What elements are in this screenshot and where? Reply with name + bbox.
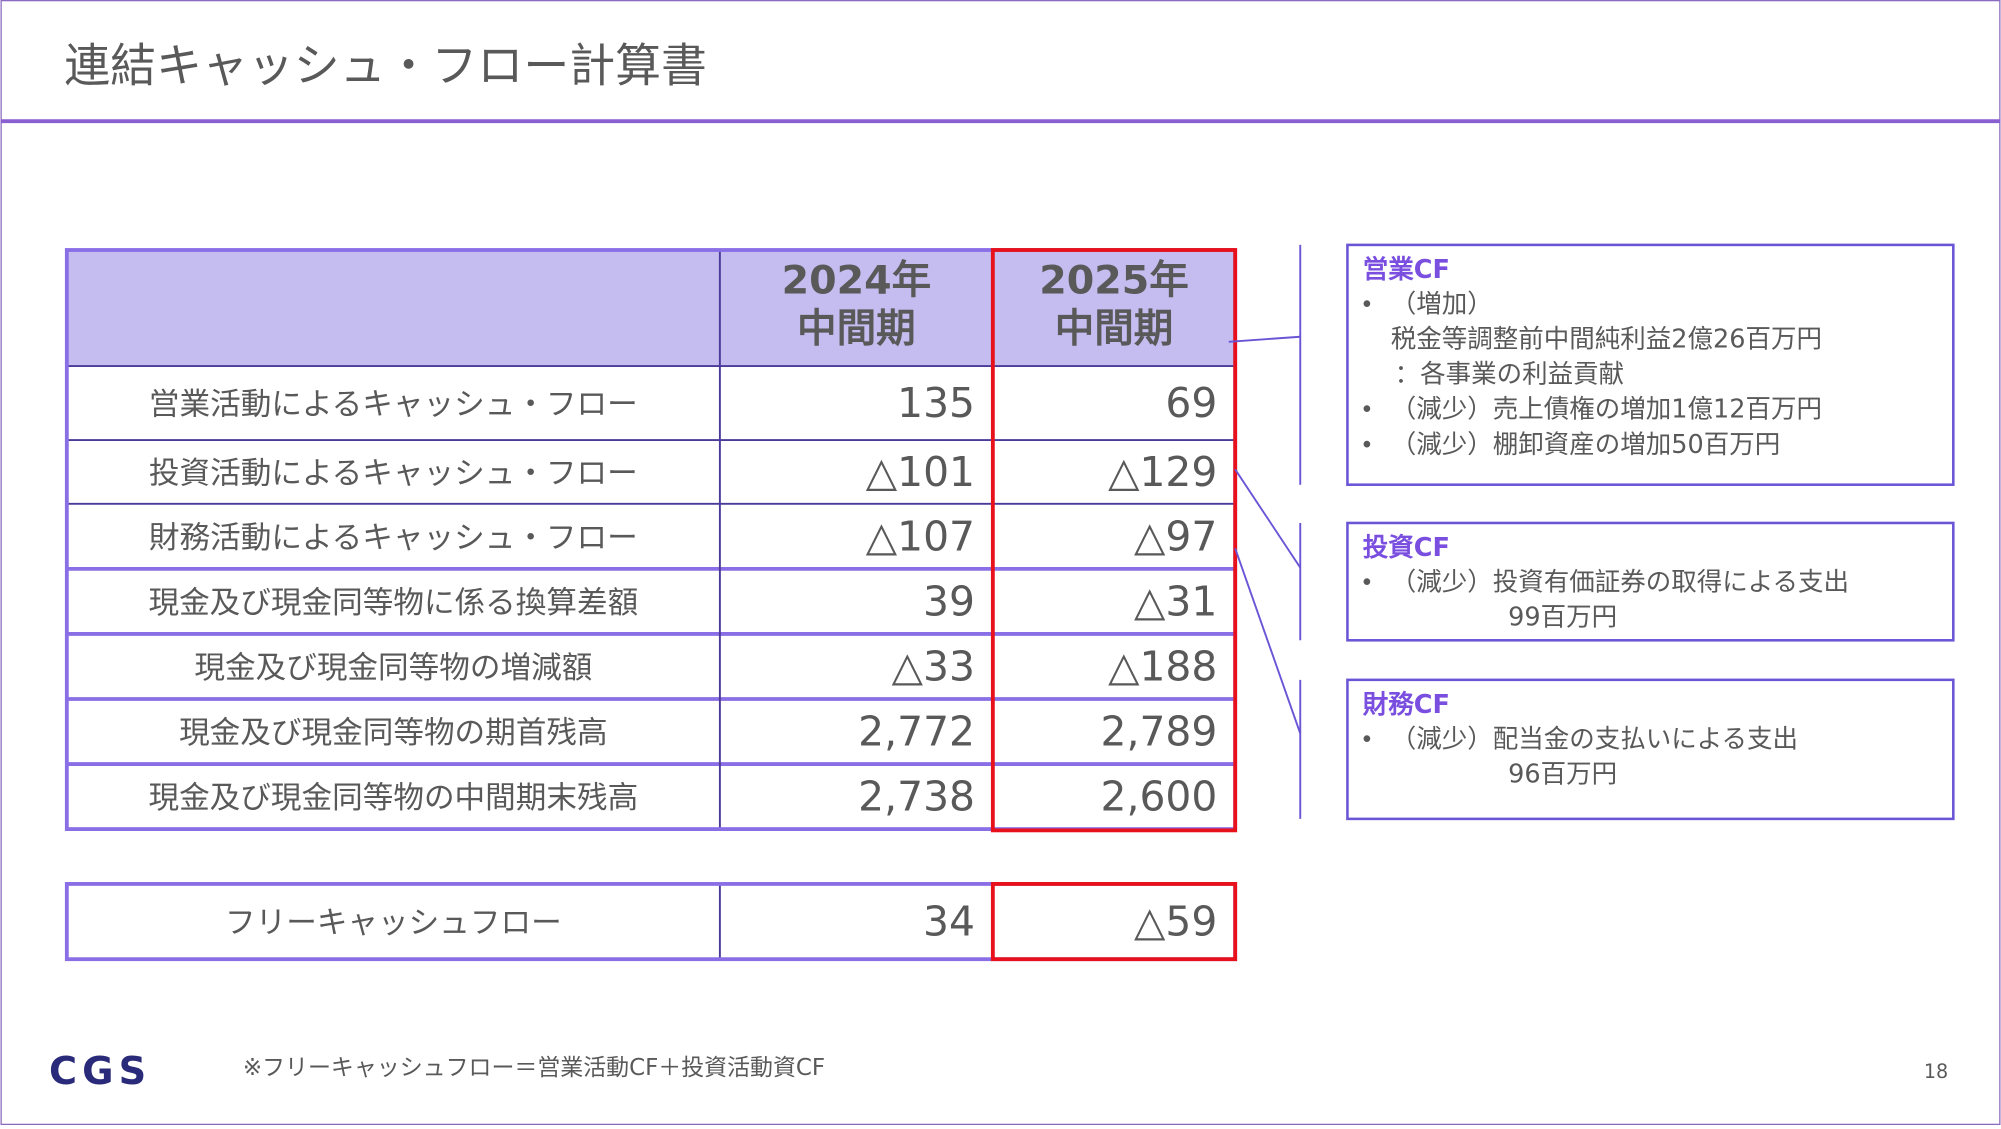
value-cell: △59	[1134, 898, 1217, 946]
value-cell: 2,789	[1101, 708, 1218, 756]
value-cell: 34	[923, 898, 975, 946]
value-cell: △129	[1108, 448, 1217, 496]
callout-line: （減少）投資有価証券の取得による支出	[1391, 568, 1849, 598]
callout-title: 投資CF	[1363, 533, 1450, 563]
value-cell: △31	[1134, 577, 1217, 625]
value-cell: 135	[897, 379, 975, 427]
value-cell: 2,772	[858, 708, 975, 756]
callout-line: （減少）売上債権の増加1億12百万円	[1391, 395, 1822, 425]
bullet: •	[1360, 727, 1374, 753]
callout-box	[1346, 243, 1955, 486]
connector	[1234, 548, 1302, 734]
value-cell: △107	[866, 512, 975, 560]
header-cell: 2024年中間期	[782, 257, 932, 351]
logo: CGS	[49, 1049, 151, 1094]
callout-box	[1346, 521, 1955, 642]
page-number: 18	[1924, 1060, 1948, 1083]
title: 連結キャッシュ・フロー計算書	[64, 39, 707, 93]
value-cell: △97	[1134, 512, 1217, 560]
callout-line: 96百万円	[1508, 760, 1617, 790]
highlight	[990, 248, 1238, 833]
connector	[1228, 335, 1301, 343]
value-cell: 39	[923, 577, 975, 625]
callout-line: 99百万円	[1508, 603, 1617, 633]
bullet: •	[1360, 571, 1374, 597]
callout-line: ：各事業の利益貢献	[1395, 360, 1625, 390]
value-cell: △101	[866, 448, 975, 496]
header-cell: 2025年中間期	[1039, 257, 1189, 351]
bullet: •	[1360, 293, 1374, 319]
value-cell: 69	[1165, 379, 1217, 427]
value-cell: △188	[1108, 642, 1217, 690]
callout-box	[1346, 678, 1955, 821]
footnote: ※フリーキャッシュフロー＝営業活動CF＋投資活動資CF	[243, 1055, 825, 1081]
highlight	[990, 882, 1238, 962]
header-bg	[66, 250, 1236, 367]
bullet: •	[1360, 433, 1374, 459]
callout-title: 財務CF	[1363, 690, 1450, 720]
callout-title: 営業CF	[1363, 255, 1450, 285]
row-label: 現金及び現金同等物の期首残高	[179, 716, 608, 751]
callout-line: （減少）棚卸資産の増加50百万円	[1391, 430, 1780, 460]
row-label: 現金及び現金同等物に係る換算差額	[148, 586, 638, 621]
connector	[1234, 468, 1302, 569]
value-cell: 2,600	[1101, 773, 1218, 821]
callout-line: 税金等調整前中間純利益2億26百万円	[1391, 325, 1822, 355]
bullet: •	[1360, 398, 1374, 424]
value-cell: 2,738	[858, 773, 975, 821]
callout-line: （減少）配当金の支払いによる支出	[1391, 724, 1798, 754]
row-label: フリーキャッシュフロー	[225, 906, 562, 941]
callout-line: （増加）	[1391, 289, 1493, 319]
row-label: 投資活動によるキャッシュ・フロー	[149, 456, 638, 491]
row-label: 現金及び現金同等物の増減額	[194, 651, 592, 686]
row-label: 現金及び現金同等物の中間期末残高	[148, 781, 638, 816]
value-cell: △33	[892, 642, 975, 690]
row-label: 営業活動によるキャッシュ・フロー	[149, 388, 638, 423]
row-label: 財務活動によるキャッシュ・フロー	[149, 521, 638, 556]
